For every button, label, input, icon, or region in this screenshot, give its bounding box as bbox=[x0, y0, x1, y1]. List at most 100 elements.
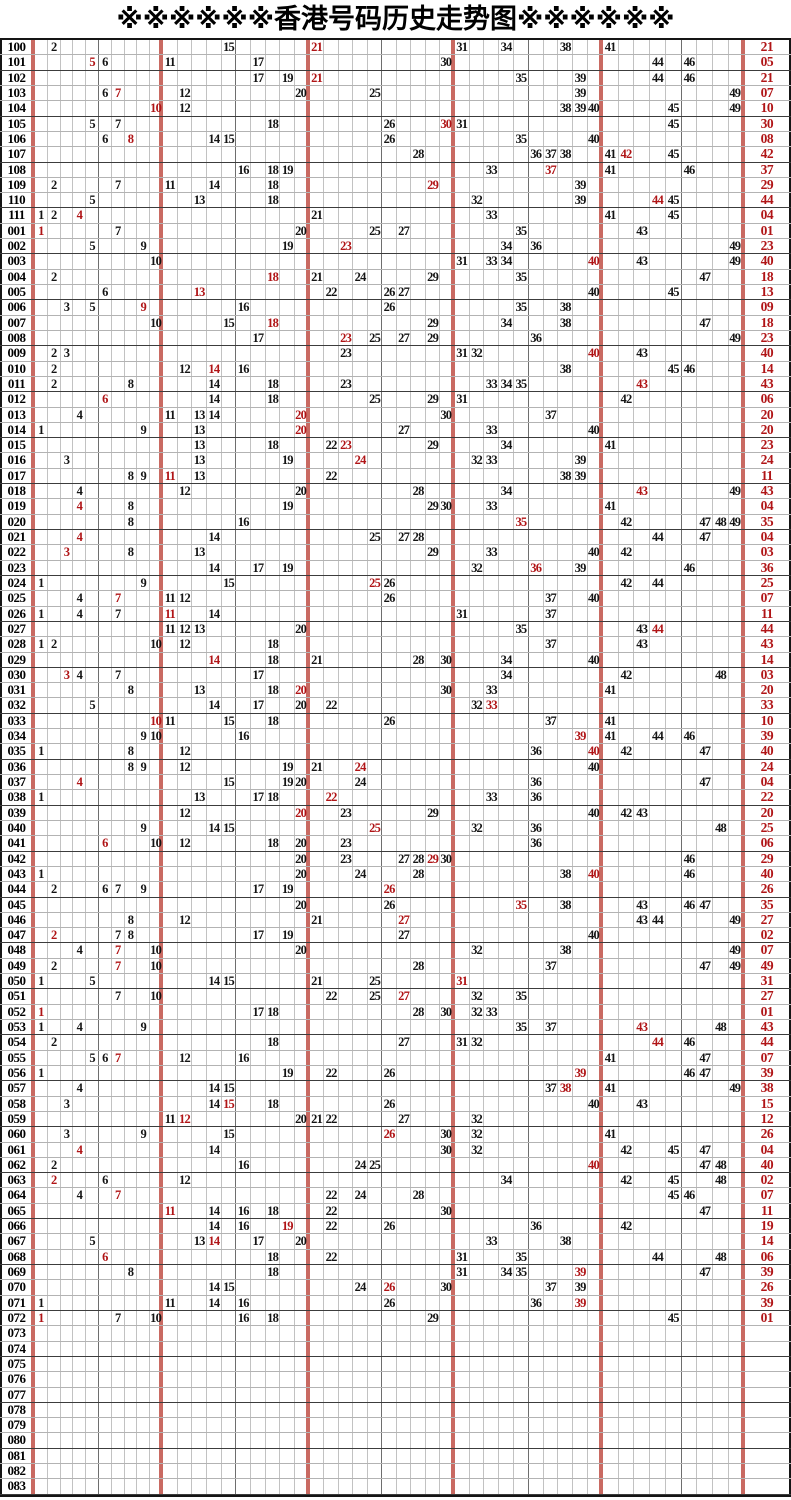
number-cell bbox=[382, 315, 397, 330]
special-number: 6 bbox=[102, 392, 108, 407]
number-cell bbox=[112, 1326, 125, 1341]
number-cell bbox=[619, 269, 635, 284]
number-cell: 33 bbox=[484, 698, 500, 713]
number-cell bbox=[514, 698, 529, 713]
number-cell bbox=[368, 499, 383, 514]
number-cell bbox=[207, 958, 222, 974]
number-cell bbox=[368, 101, 383, 116]
special-number-column: 07 bbox=[745, 1050, 791, 1065]
number-cell bbox=[397, 1004, 412, 1019]
number-cell bbox=[61, 1142, 74, 1157]
number-cell bbox=[440, 912, 455, 928]
drawn-number: 9 bbox=[140, 729, 147, 744]
number-cell bbox=[411, 805, 426, 820]
number-cell bbox=[339, 1203, 354, 1219]
number-cell bbox=[295, 239, 310, 254]
number-cell bbox=[470, 1020, 485, 1035]
number-cell bbox=[192, 1203, 208, 1219]
special-number: 7 bbox=[114, 958, 121, 973]
number-cell bbox=[324, 315, 339, 330]
number-cell bbox=[353, 1004, 368, 1019]
number-cell bbox=[588, 1065, 603, 1081]
number-cell bbox=[514, 928, 529, 943]
number-cell bbox=[178, 131, 193, 147]
number-cell bbox=[713, 591, 729, 606]
number-cell bbox=[682, 1295, 698, 1310]
drawn-number: 31 bbox=[456, 346, 468, 361]
number-cell bbox=[222, 254, 237, 269]
number-cell bbox=[339, 897, 354, 912]
drawn-number: 29 bbox=[427, 1310, 439, 1325]
number-cell bbox=[682, 989, 698, 1004]
number-cell bbox=[137, 989, 151, 1004]
number-cell bbox=[603, 285, 619, 300]
number-cell bbox=[150, 866, 163, 882]
number-cell bbox=[48, 300, 61, 315]
number-cell bbox=[666, 330, 682, 346]
number-cell bbox=[99, 376, 112, 392]
drawn-number: 42 bbox=[620, 744, 633, 759]
number-cell: 18 bbox=[266, 177, 281, 193]
number-cell bbox=[339, 575, 354, 591]
number-cell bbox=[137, 591, 151, 606]
number-cell bbox=[470, 1280, 485, 1295]
number-cell bbox=[99, 438, 112, 453]
drawn-number: 36 bbox=[530, 147, 542, 162]
number-cell bbox=[236, 55, 252, 70]
number-cell bbox=[368, 468, 383, 484]
number-cell bbox=[192, 1219, 208, 1234]
number-cell bbox=[61, 759, 74, 774]
number-cell: 40 bbox=[588, 545, 603, 560]
number-cell bbox=[411, 698, 426, 713]
drawn-number: 9 bbox=[140, 1020, 147, 1034]
number-cell bbox=[48, 775, 61, 790]
drawn-number: 5 bbox=[89, 1050, 95, 1065]
drawn-number: 46 bbox=[683, 70, 696, 85]
number-cell bbox=[514, 285, 529, 300]
drawn-number: 19 bbox=[281, 882, 294, 897]
drawn-number: 40 bbox=[588, 1096, 600, 1111]
number-cell bbox=[588, 376, 603, 392]
number-cell bbox=[440, 637, 455, 652]
number-cell bbox=[368, 147, 383, 162]
number-cell bbox=[666, 254, 682, 269]
number-cell bbox=[544, 729, 559, 744]
number-cell bbox=[86, 1020, 99, 1035]
drawn-number: 12 bbox=[179, 85, 191, 100]
number-cell bbox=[426, 468, 441, 484]
number-cell bbox=[544, 40, 559, 55]
number-cell bbox=[666, 882, 682, 897]
number-cell bbox=[207, 40, 222, 55]
number-cell bbox=[697, 1004, 714, 1019]
number-cell bbox=[603, 1249, 619, 1264]
number-cell bbox=[368, 729, 383, 744]
drawn-number: 44 bbox=[652, 55, 664, 70]
number-cell bbox=[192, 713, 208, 729]
number-cell bbox=[573, 805, 589, 820]
number-cell bbox=[48, 1310, 61, 1326]
special-number-column: 29 bbox=[745, 851, 791, 866]
drawn-number: 4 bbox=[76, 484, 83, 499]
number-cell: 13 bbox=[192, 193, 208, 208]
number-cell bbox=[310, 131, 325, 147]
number-cell bbox=[729, 652, 745, 667]
number-cell bbox=[470, 974, 485, 989]
number-cell bbox=[426, 116, 441, 131]
number-cell bbox=[178, 392, 193, 407]
number-cell bbox=[499, 974, 515, 989]
number-cell bbox=[310, 805, 325, 820]
number-cell: 11 bbox=[163, 177, 178, 193]
number-cell: 34 bbox=[499, 315, 515, 330]
number-cell: 43 bbox=[634, 912, 651, 928]
number-cell: 14 bbox=[207, 1142, 222, 1157]
drawn-number: 13 bbox=[193, 790, 206, 805]
number-cell bbox=[310, 989, 325, 1004]
number-cell bbox=[163, 882, 178, 897]
number-cell bbox=[484, 820, 500, 836]
number-cell bbox=[150, 514, 163, 529]
number-cell bbox=[426, 1111, 441, 1127]
number-cell bbox=[61, 698, 74, 713]
number-cell: 24 bbox=[353, 775, 368, 790]
number-cell bbox=[499, 591, 515, 606]
number-cell bbox=[382, 330, 397, 346]
